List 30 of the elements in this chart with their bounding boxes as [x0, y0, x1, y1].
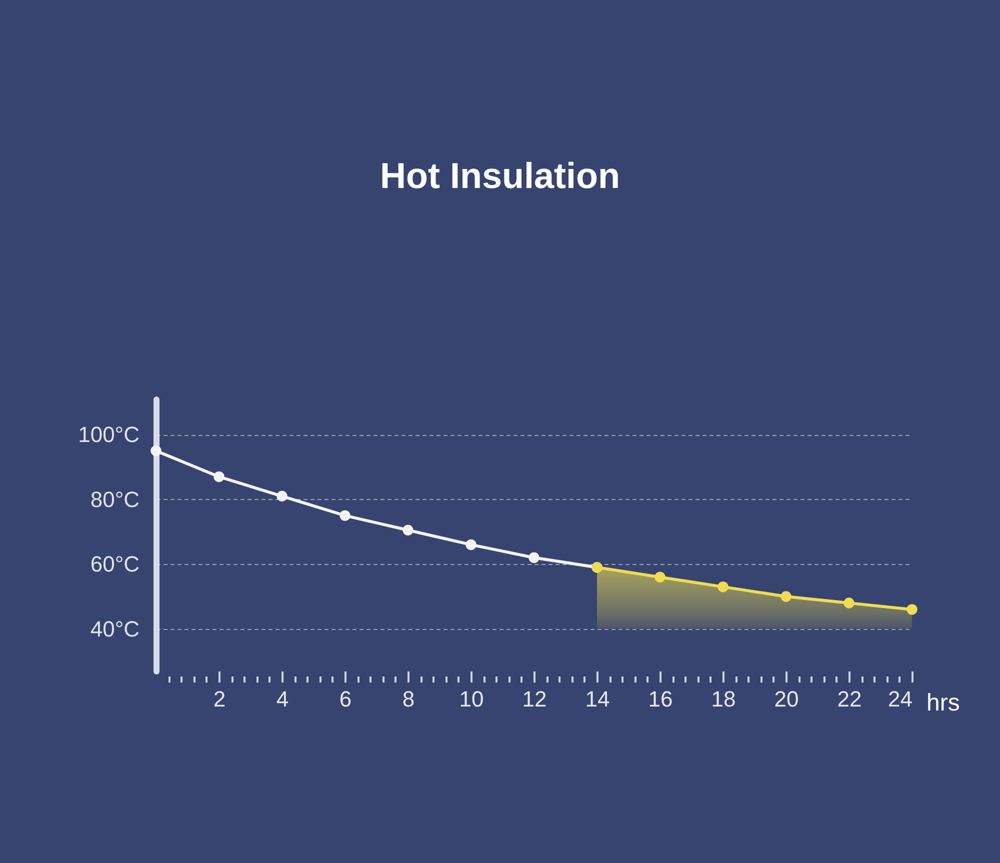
point [340, 510, 350, 521]
point [780, 591, 792, 602]
point [402, 524, 414, 536]
x-tick-label: 24 [888, 686, 912, 712]
x-tick-label: 8 [402, 686, 415, 712]
point [150, 445, 162, 456]
x-axis-title: hrs [926, 690, 960, 716]
x-tick-label: 16 [648, 686, 673, 712]
x-tick-label: 12 [522, 686, 547, 712]
point [214, 471, 224, 482]
x-tick-label: 14 [585, 686, 610, 712]
point [528, 552, 540, 564]
x-tick-label: 10 [459, 686, 484, 712]
y-tick-label: 40°C [90, 616, 140, 642]
x-tick-label: 22 [837, 686, 862, 712]
y-tick-label: 60°C [90, 552, 140, 577]
y-tick-label: 100°C [78, 422, 140, 448]
x-tick-label: 2 [213, 686, 226, 712]
x-tick-label: 4 [276, 686, 289, 712]
point [906, 604, 918, 615]
y-tick-label: 80°C [90, 486, 140, 512]
chart-title: Hot Insulation [380, 155, 620, 196]
point [844, 598, 854, 608]
point [466, 539, 476, 550]
x-tick-label: 20 [774, 686, 799, 712]
x-tick-label: 18 [711, 686, 736, 712]
x-tick-label: 6 [339, 686, 352, 712]
point [654, 572, 666, 582]
point [276, 490, 288, 502]
point [718, 581, 728, 592]
